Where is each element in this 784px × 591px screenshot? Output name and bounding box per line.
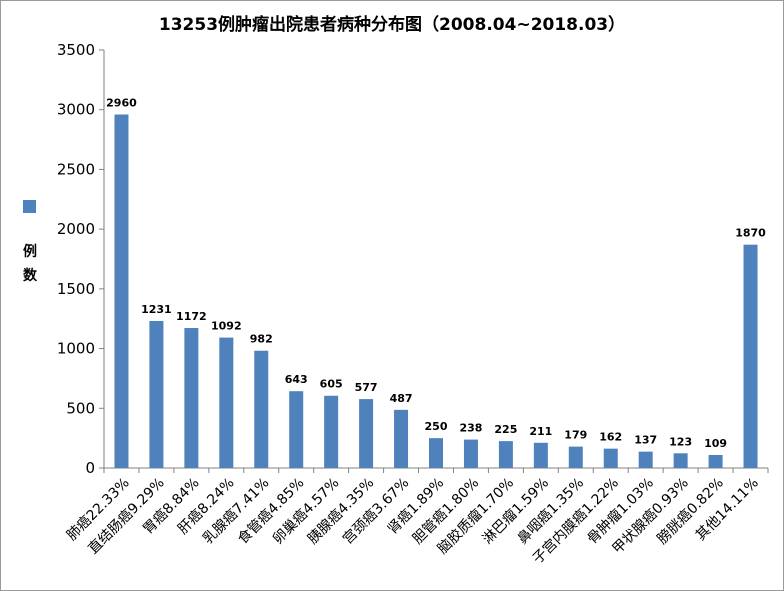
data-label: 238 — [459, 422, 482, 435]
data-label: 982 — [250, 333, 273, 346]
bar — [429, 438, 443, 468]
y-tick-label: 3000 — [57, 101, 95, 119]
data-label: 162 — [599, 431, 622, 444]
data-label: 225 — [494, 423, 517, 436]
bar — [359, 399, 374, 468]
bar — [254, 350, 269, 468]
bar — [394, 409, 409, 468]
data-label: 577 — [355, 381, 378, 394]
y-tick-label: 2000 — [57, 220, 95, 238]
data-label: 137 — [634, 434, 657, 447]
bar — [638, 451, 653, 468]
bar — [533, 442, 548, 468]
y-axis-label: 例数 — [23, 244, 37, 284]
data-label: 605 — [320, 378, 343, 391]
bar — [673, 453, 688, 468]
y-tick-label: 2500 — [57, 160, 95, 178]
y-tick-label: 500 — [66, 399, 95, 417]
bar — [114, 114, 129, 469]
bar — [289, 391, 304, 468]
data-label: 250 — [425, 420, 448, 433]
y-tick-label: 0 — [85, 459, 95, 477]
bar — [708, 454, 723, 468]
data-label: 2960 — [106, 96, 137, 109]
bar — [568, 446, 583, 468]
bar — [219, 337, 234, 468]
bar — [498, 441, 513, 468]
legend-swatch — [23, 200, 36, 213]
y-tick-label: 1500 — [57, 280, 95, 298]
bar — [324, 395, 339, 468]
chart-title: 13253例肿瘤出院患者病种分布图（2008.04~2018.03） — [158, 15, 626, 35]
data-label: 179 — [564, 429, 587, 442]
bar — [743, 244, 758, 468]
data-label: 1231 — [141, 303, 172, 316]
data-label: 211 — [529, 425, 552, 438]
y-tick-label: 3500 — [57, 41, 95, 59]
data-label: 1172 — [176, 310, 207, 323]
bar — [149, 320, 164, 468]
data-label: 1870 — [735, 227, 766, 240]
data-label: 487 — [390, 392, 413, 405]
data-label: 123 — [669, 435, 692, 448]
data-label: 109 — [704, 437, 727, 450]
bar — [184, 328, 199, 468]
data-label: 643 — [285, 373, 308, 386]
data-label: 1092 — [211, 320, 242, 333]
bar — [463, 439, 478, 468]
y-tick-label: 1000 — [57, 340, 95, 358]
bar — [603, 448, 618, 468]
